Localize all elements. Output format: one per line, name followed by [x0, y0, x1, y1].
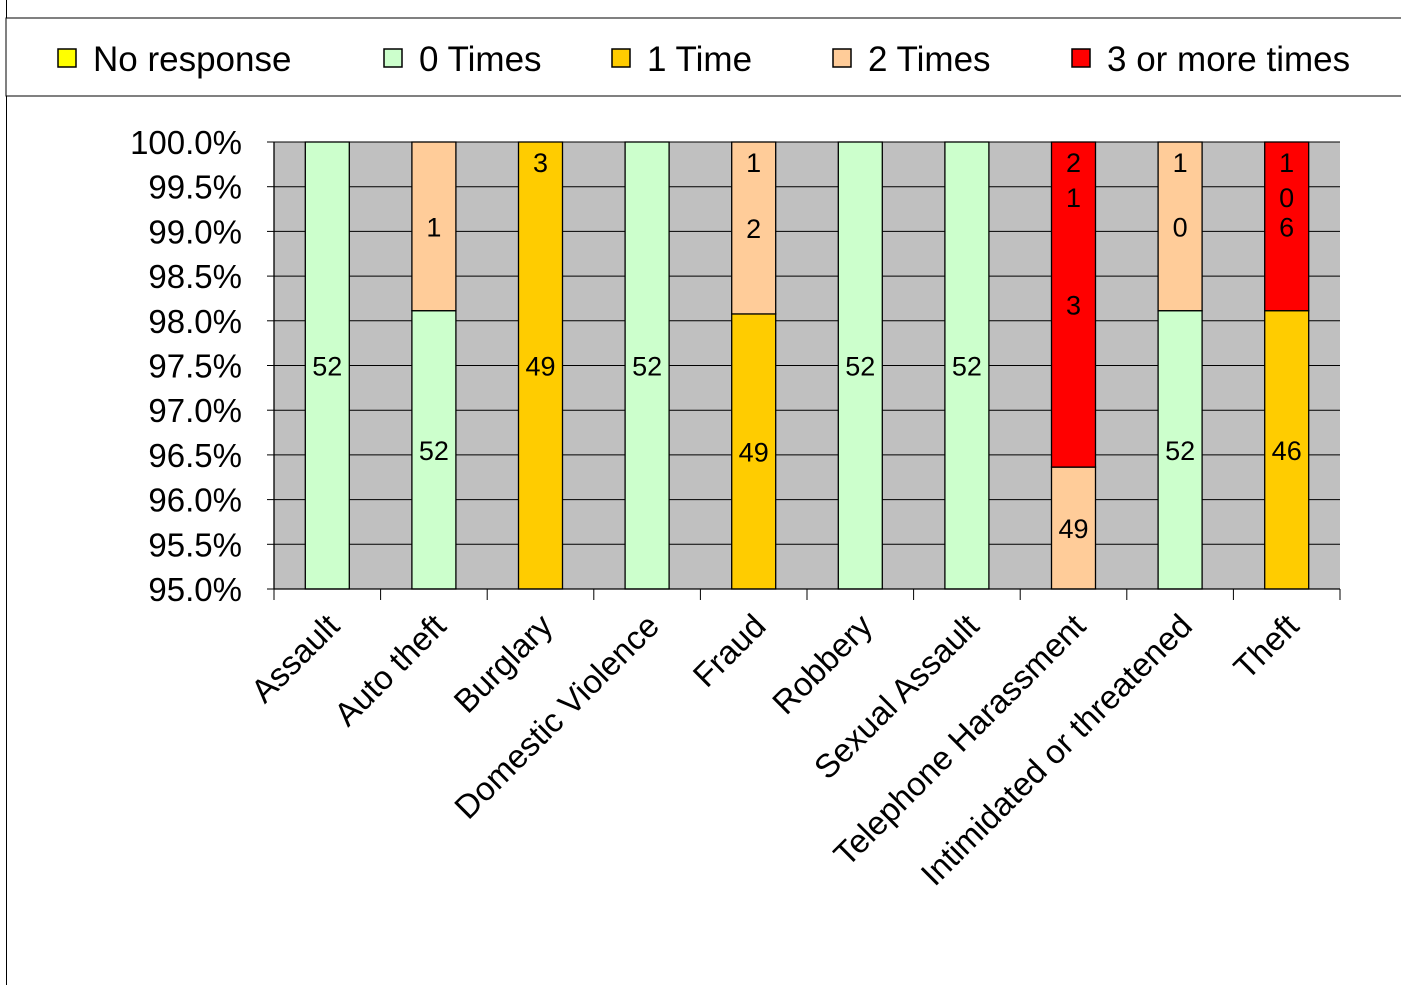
legend-label-1-time: 1 Time: [647, 40, 752, 79]
y-tick-label: 96.0%: [148, 482, 242, 519]
data-label: 49: [739, 437, 769, 467]
bar-segment-robbery-0-times: [837, 141, 883, 590]
data-label: 52: [952, 352, 982, 382]
bar-segment-auto-theft-2-times: [411, 141, 457, 312]
plot-area: [274, 141, 1340, 590]
legend-swatch-no-response: [57, 48, 77, 68]
legend-swatch-1-time: [611, 48, 631, 68]
data-label: 3: [1066, 291, 1081, 321]
data-label: 3: [533, 148, 548, 178]
legend-label-0-times: 0 Times: [419, 40, 542, 79]
data-label: 52: [312, 352, 342, 382]
bar-segment-intimidated-or-threatened-2-times: [1157, 141, 1203, 312]
x-tick-label: Fraud: [686, 607, 773, 694]
data-label: 2: [1066, 148, 1081, 178]
data-label: 1: [746, 148, 761, 178]
y-tick-label: 95.5%: [148, 526, 242, 563]
x-tick-label: Assault: [244, 607, 347, 710]
y-tick-label: 99.0%: [148, 213, 242, 250]
data-label: 0: [1279, 183, 1294, 213]
data-label: 52: [1165, 436, 1195, 466]
legend-swatch-3-or-more-times: [1071, 48, 1091, 68]
data-label: 1: [1279, 148, 1294, 178]
data-label: 52: [419, 436, 449, 466]
x-tick-label: Domestic Violence: [447, 607, 666, 826]
data-label: 49: [525, 352, 555, 382]
y-tick-label: 95.0%: [148, 571, 242, 608]
y-tick-label: 99.5%: [148, 169, 242, 206]
y-tick-label: 96.5%: [148, 437, 242, 474]
x-tick-label: Auto theft: [327, 607, 453, 733]
y-tick-label: 100.0%: [130, 124, 242, 161]
x-tick-label: Theft: [1226, 607, 1305, 686]
data-label: 1: [1173, 148, 1188, 178]
data-label: 1: [1066, 183, 1081, 213]
bar-segment-theft-3-or-more-times: [1264, 141, 1310, 312]
bar-segment-assault-0-times: [304, 141, 350, 590]
bar-segment-auto-theft-0-times: [411, 310, 457, 590]
bar-segment-fraud-2-times: [731, 141, 777, 315]
bar-segment-telephone-harassment-2-times: [1050, 466, 1097, 590]
bar-segment-burglary-1-time: [517, 141, 564, 590]
data-label: 52: [632, 352, 662, 382]
data-label: 1: [426, 212, 441, 242]
bar-segment-sexual-assault-0-times: [944, 141, 990, 590]
data-label: 49: [1058, 514, 1088, 544]
y-tick-label: 98.0%: [148, 303, 242, 340]
bar-segment-theft-1-time: [1264, 310, 1310, 590]
legend-label-2-times: 2 Times: [868, 40, 991, 79]
data-label: 6: [1279, 212, 1294, 242]
legend: No response 0 Times 1 Time 2 Times 3 or more…: [5, 17, 1401, 97]
data-label: 0: [1173, 212, 1188, 242]
y-tick-label: 97.0%: [148, 392, 242, 429]
legend-label-no-response: No response: [93, 40, 291, 79]
data-label: 2: [746, 214, 761, 244]
legend-swatch-0-times: [383, 48, 403, 68]
legend-swatch-2-times: [832, 48, 852, 68]
data-label: 46: [1272, 436, 1302, 466]
y-tick-label: 97.5%: [148, 348, 242, 385]
legend-box: [5, 17, 1401, 97]
bar-segment-domestic-violence-0-times: [624, 141, 670, 590]
legend-label-3-or-more-times: 3 or more times: [1107, 40, 1350, 79]
data-label: 52: [845, 352, 875, 382]
bar-segment-telephone-harassment-3-or-more-times: [1050, 141, 1097, 468]
y-tick-label: 98.5%: [148, 258, 242, 295]
bar-segment-intimidated-or-threatened-0-times: [1157, 310, 1203, 590]
